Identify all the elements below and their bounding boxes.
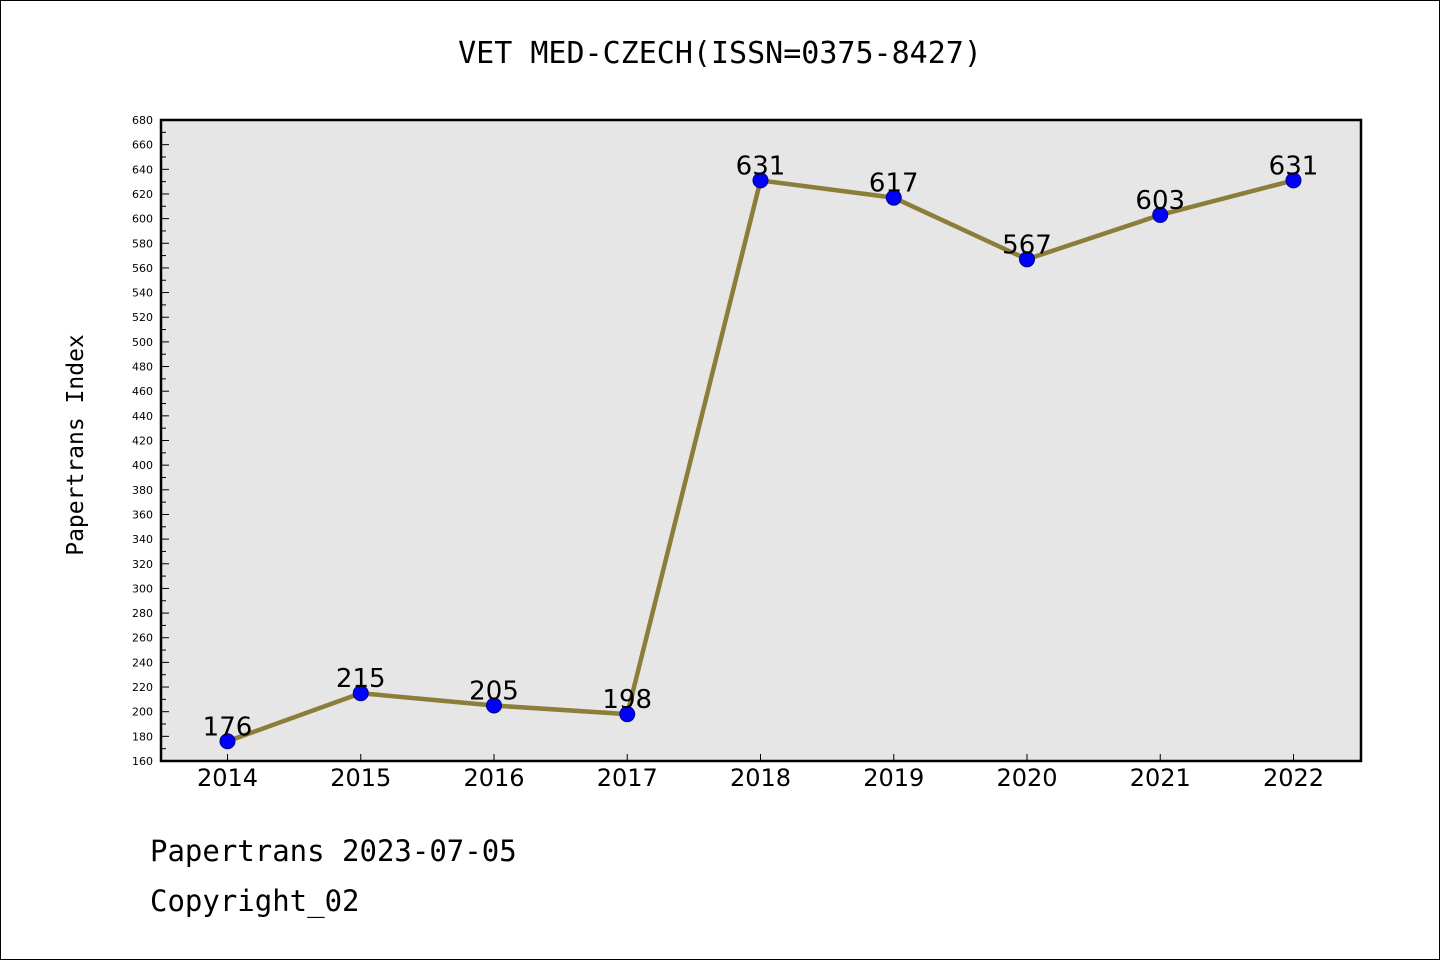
- data-point: [885, 189, 902, 206]
- data-point: [352, 685, 369, 702]
- data-point: [752, 172, 769, 189]
- data-point: [486, 697, 502, 714]
- y-tick-label: 420: [132, 435, 153, 448]
- y-tick-label: 600: [132, 213, 153, 226]
- data-point: [619, 706, 636, 723]
- y-tick-label: 540: [132, 287, 153, 300]
- x-tick-label: 2018: [730, 764, 791, 792]
- data-point: [1019, 251, 1035, 268]
- data-point: [1152, 206, 1169, 223]
- y-tick-label: 460: [132, 385, 153, 398]
- x-tick-label: 2016: [463, 764, 524, 792]
- data-label: 631: [1269, 151, 1319, 181]
- data-point: [1285, 172, 1302, 189]
- y-tick-label: 240: [132, 656, 153, 669]
- footer-date: Papertrans 2023-07-05: [150, 834, 517, 868]
- y-tick-label: 380: [132, 484, 153, 497]
- data-point: [219, 733, 236, 750]
- data-label: 215: [336, 664, 386, 694]
- y-tick-label: 680: [132, 114, 153, 127]
- data-label: 631: [736, 151, 786, 181]
- data-label: 198: [602, 685, 652, 715]
- y-tick-label: 440: [132, 410, 153, 423]
- y-tick-label: 280: [132, 607, 153, 620]
- x-tick-label: 2014: [197, 764, 258, 792]
- y-tick-label: 340: [132, 533, 153, 546]
- x-tick-label: 2015: [330, 764, 391, 792]
- plot-area: [161, 120, 1361, 761]
- y-tick-label: 200: [132, 706, 153, 719]
- y-tick-label: 260: [132, 632, 153, 645]
- y-tick-label: 480: [132, 361, 153, 374]
- y-tick-label: 660: [132, 139, 153, 152]
- y-tick-label: 400: [132, 459, 153, 472]
- data-label: 603: [1135, 186, 1185, 216]
- y-tick-label: 360: [132, 508, 153, 521]
- y-tick-label: 640: [132, 163, 153, 176]
- chart-title: VET MED-CZECH(ISSN=0375-8427): [458, 36, 982, 71]
- data-label: 617: [869, 169, 919, 199]
- y-tick-label: 160: [132, 755, 153, 768]
- y-tick-label: 180: [132, 730, 153, 743]
- footer-copyright: Copyright_02: [150, 884, 360, 918]
- data-label: 567: [1002, 230, 1052, 260]
- data-label: 205: [469, 677, 519, 707]
- y-tick-label: 580: [132, 237, 153, 250]
- y-tick-label: 560: [132, 262, 153, 275]
- x-tick-label: 2017: [597, 764, 658, 792]
- data-label: 176: [203, 712, 253, 742]
- y-tick-label: 500: [132, 336, 153, 349]
- x-tick-label: 2020: [996, 764, 1057, 792]
- y-tick-label: 520: [132, 311, 153, 324]
- y-tick-label: 320: [132, 558, 153, 571]
- x-tick-label: 2021: [1130, 764, 1191, 792]
- y-tick-label: 220: [132, 681, 153, 694]
- y-tick-label: 620: [132, 188, 153, 201]
- y-tick-label: 300: [132, 582, 153, 595]
- x-tick-label: 2022: [1263, 764, 1324, 792]
- x-tick-label: 2019: [863, 764, 924, 792]
- plot-border: [159, 118, 1363, 763]
